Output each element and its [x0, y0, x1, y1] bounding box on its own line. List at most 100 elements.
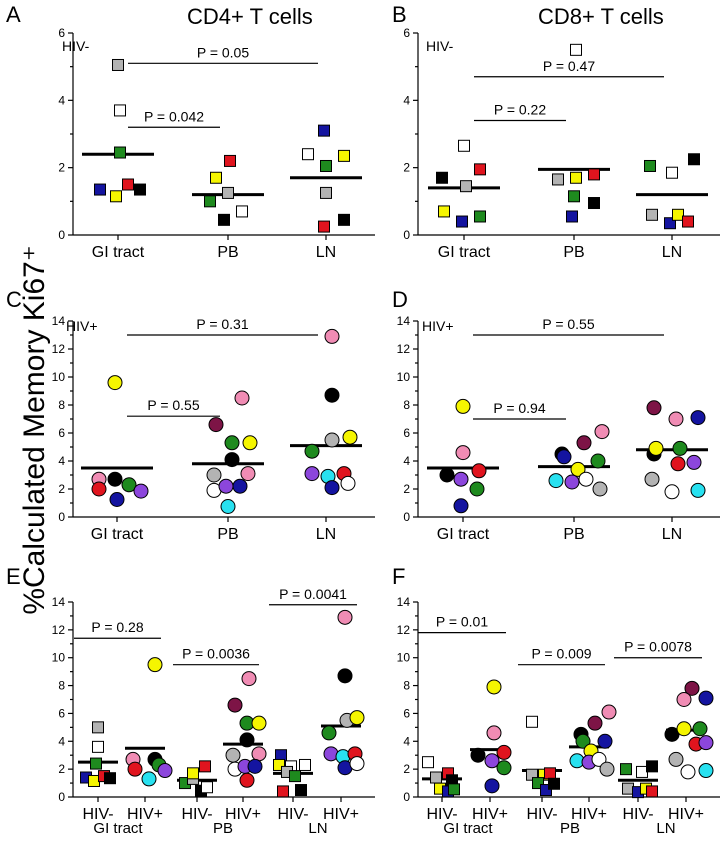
- x-tick-label: GI tract: [91, 526, 144, 543]
- x-tick-label: HIV-: [181, 806, 212, 823]
- panel-letter: C: [6, 287, 22, 312]
- y-tick-label: 6: [58, 426, 65, 440]
- data-point-circle: [251, 715, 267, 731]
- data-point-square: [114, 104, 126, 117]
- data-point-square: [92, 740, 104, 753]
- data-point-square: [646, 785, 658, 798]
- data-point-square: [570, 171, 582, 184]
- data-point-circle: [597, 733, 613, 749]
- data-point-circle: [548, 473, 564, 489]
- data-point-circle: [676, 721, 692, 737]
- data-point-square: [460, 180, 472, 193]
- data-point-circle: [453, 498, 469, 514]
- p-value-label: P = 0.01: [436, 614, 489, 630]
- data-point-circle: [239, 732, 255, 748]
- data-point-square: [688, 153, 700, 166]
- data-point-circle: [107, 375, 123, 391]
- data-point-square: [666, 166, 678, 179]
- data-point-square: [104, 772, 116, 785]
- y-tick-label: 4: [403, 734, 410, 748]
- data-point-square: [318, 220, 330, 233]
- status-label: HIV-: [426, 38, 454, 54]
- data-point-circle: [575, 733, 591, 749]
- data-point-circle: [340, 475, 356, 491]
- y-tick-label: 2: [403, 762, 410, 776]
- data-point-circle: [337, 609, 353, 625]
- data-point-circle: [601, 704, 617, 720]
- x-tick-label: PB: [217, 244, 238, 261]
- data-point-circle: [578, 471, 594, 487]
- data-point-square: [438, 205, 450, 218]
- data-point-square: [92, 721, 104, 734]
- data-point-square: [224, 154, 236, 167]
- panel-letter: A: [6, 2, 21, 27]
- y-tick-label: 2: [403, 161, 410, 175]
- data-point-circle: [592, 481, 608, 497]
- y-tick-label: 6: [58, 706, 65, 720]
- y-tick-label: 10: [397, 370, 411, 384]
- panel-title: CD4+ T cells: [187, 4, 313, 29]
- data-point-circle: [321, 725, 337, 741]
- y-axis-label: %Calculated Memory Ki67⁺: [18, 245, 51, 614]
- data-point-square: [566, 210, 578, 223]
- x-tick-label: PB: [563, 244, 584, 261]
- data-point-circle: [686, 454, 702, 470]
- data-point-square: [456, 215, 468, 228]
- p-value-label: P = 0.28: [91, 619, 144, 635]
- data-point-circle: [670, 456, 686, 472]
- data-point-circle: [324, 328, 340, 344]
- status-label: HIV+: [66, 318, 98, 334]
- data-point-square: [90, 757, 102, 770]
- data-point-square: [526, 715, 538, 728]
- panel-b: 0 2 4 6 GI tract PB LN B CD8+ T cells HIV- P = 0.2…: [392, 2, 720, 261]
- data-point-circle: [591, 751, 607, 767]
- data-point-circle: [439, 467, 455, 483]
- y-tick-label: 12: [397, 623, 411, 637]
- p-value-label: P = 0.47: [543, 58, 596, 74]
- panel-letter: F: [392, 564, 405, 589]
- data-point-circle: [470, 747, 486, 763]
- data-point-square: [114, 146, 126, 159]
- x-tick-label: HIV-: [526, 806, 557, 823]
- data-point-square: [338, 149, 350, 162]
- data-point-circle: [455, 445, 471, 461]
- y-tick-label: 10: [52, 651, 66, 665]
- data-point-square: [320, 159, 332, 172]
- y-tick-label: 6: [403, 426, 410, 440]
- x-tick-label: PB: [563, 526, 584, 543]
- data-point-square: [187, 767, 199, 780]
- panel-letter: B: [392, 2, 407, 27]
- data-point-square: [302, 148, 314, 161]
- data-point-circle: [349, 756, 365, 772]
- data-point-square: [218, 213, 230, 226]
- y-tick-label: 8: [403, 398, 410, 412]
- p-value-label: P = 0.31: [196, 316, 249, 332]
- y-tick-label: 8: [403, 679, 410, 693]
- x-tick-label: LN: [316, 526, 336, 543]
- data-point-circle: [644, 471, 660, 487]
- p-value-label: P = 0.0041: [279, 586, 347, 602]
- x-tick-label: LN: [316, 244, 336, 261]
- y-tick-label: 0: [403, 790, 410, 804]
- data-point-circle: [484, 753, 500, 769]
- p-value-label: P = 0.0078: [624, 639, 692, 655]
- data-point-circle: [304, 443, 320, 459]
- data-point-circle: [324, 432, 340, 448]
- data-point-circle: [455, 398, 471, 414]
- data-point-square: [320, 186, 332, 199]
- data-point-circle: [304, 466, 320, 482]
- data-point-circle: [141, 771, 157, 787]
- x-tick-label: HIV+: [127, 806, 163, 823]
- panel-c: 0 2 4 6 8 10 12 14 GI tract PB LN C HIV+ P = 0.55 P = …: [6, 287, 375, 543]
- data-point-square: [682, 215, 694, 228]
- y-tick-label: 2: [58, 161, 65, 175]
- data-point-circle: [227, 697, 243, 713]
- data-point-square: [646, 208, 658, 221]
- data-point-square: [588, 168, 600, 181]
- data-point-square: [646, 760, 658, 773]
- y-tick-label: 14: [52, 595, 66, 609]
- data-point-square: [664, 217, 676, 230]
- data-point-square: [338, 213, 350, 226]
- data-point-circle: [680, 764, 696, 780]
